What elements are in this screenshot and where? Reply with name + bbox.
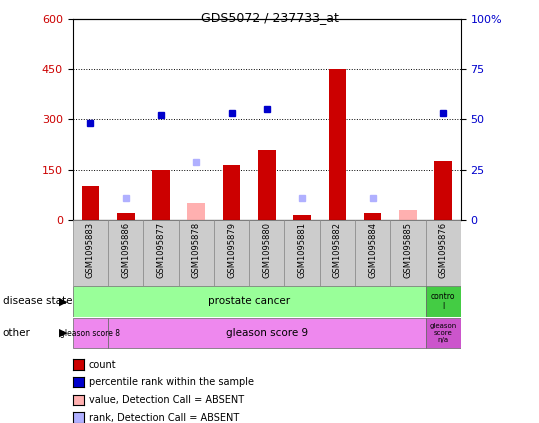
Bar — [117, 213, 135, 220]
Bar — [426, 286, 461, 316]
Text: disease state: disease state — [3, 297, 72, 306]
Text: value, Detection Call = ABSENT: value, Detection Call = ABSENT — [89, 395, 244, 405]
Bar — [143, 220, 178, 286]
Bar — [81, 187, 99, 220]
Bar — [178, 220, 214, 286]
Bar — [223, 165, 240, 220]
Bar — [364, 213, 382, 220]
Text: prostate cancer: prostate cancer — [208, 297, 290, 306]
Text: contro
l: contro l — [431, 292, 455, 311]
Bar — [434, 161, 452, 220]
Text: GSM1095884: GSM1095884 — [368, 222, 377, 278]
Text: GSM1095886: GSM1095886 — [121, 222, 130, 278]
Text: gleason score 9: gleason score 9 — [226, 328, 308, 338]
Bar — [258, 150, 275, 220]
Text: GSM1095877: GSM1095877 — [156, 222, 165, 278]
Text: GSM1095876: GSM1095876 — [439, 222, 448, 278]
Bar — [293, 215, 311, 220]
Text: rank, Detection Call = ABSENT: rank, Detection Call = ABSENT — [89, 413, 239, 423]
Bar — [426, 318, 461, 349]
Bar — [329, 69, 346, 220]
Text: gleason score 8: gleason score 8 — [60, 329, 120, 338]
Text: GDS5072 / 237733_at: GDS5072 / 237733_at — [201, 11, 338, 24]
Bar — [108, 220, 143, 286]
Bar — [73, 318, 108, 349]
Bar — [390, 220, 426, 286]
Text: GSM1095878: GSM1095878 — [192, 222, 201, 278]
Text: percentile rank within the sample: percentile rank within the sample — [89, 377, 254, 387]
Bar — [285, 220, 320, 286]
Text: GSM1095880: GSM1095880 — [262, 222, 271, 278]
Bar — [399, 210, 417, 220]
Text: GSM1095885: GSM1095885 — [403, 222, 412, 278]
Text: ▶: ▶ — [59, 297, 68, 306]
Bar — [73, 220, 108, 286]
Text: ▶: ▶ — [59, 328, 68, 338]
Text: GSM1095881: GSM1095881 — [298, 222, 307, 278]
Bar — [320, 220, 355, 286]
Bar — [214, 220, 249, 286]
Bar — [355, 220, 390, 286]
Bar — [108, 318, 426, 349]
Bar — [426, 220, 461, 286]
Text: other: other — [3, 328, 31, 338]
Bar — [152, 170, 170, 220]
Text: GSM1095882: GSM1095882 — [333, 222, 342, 278]
Text: count: count — [89, 360, 116, 370]
Text: GSM1095879: GSM1095879 — [227, 222, 236, 278]
Text: gleason
score
n/a: gleason score n/a — [430, 323, 457, 343]
Bar — [188, 203, 205, 220]
Bar — [249, 220, 285, 286]
Text: GSM1095883: GSM1095883 — [86, 222, 95, 278]
